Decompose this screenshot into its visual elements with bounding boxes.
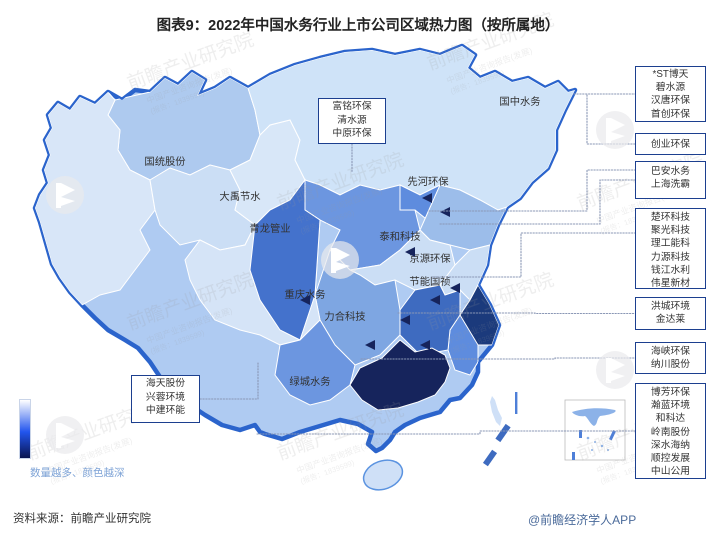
svg-text:京源环保: 京源环保 [409, 252, 451, 265]
svg-text:国中水务: 国中水务 [499, 95, 540, 108]
svg-text:先河环保: 先河环保 [407, 175, 449, 188]
svg-text:国统股份: 国统股份 [144, 155, 185, 168]
svg-text:大禹节水: 大禹节水 [219, 190, 261, 203]
svg-text:绿城水务: 绿城水务 [289, 375, 330, 388]
svg-text:力合科技: 力合科技 [324, 310, 365, 323]
svg-text:青龙管业: 青龙管业 [249, 222, 290, 235]
svg-text:泰和科技: 泰和科技 [379, 230, 420, 243]
